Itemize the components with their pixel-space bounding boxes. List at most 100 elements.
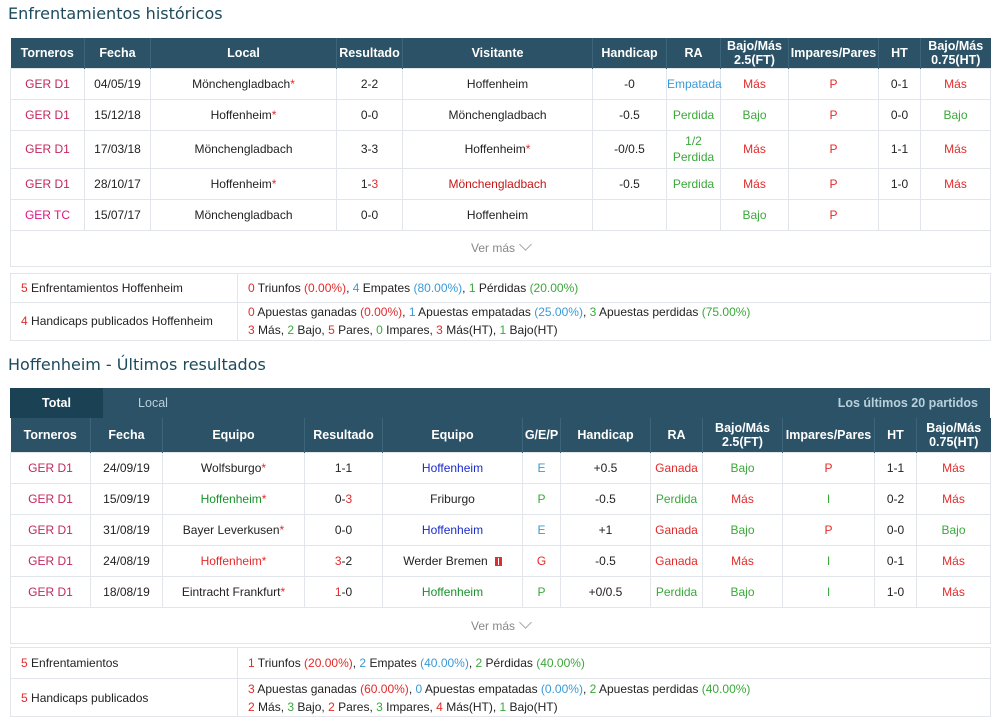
table-row[interactable]: GER TC 15/07/17 Mönchengladbach 0-0 Hoff… <box>10 198 991 231</box>
league[interactable]: GER D1 <box>10 483 91 515</box>
away-team[interactable]: Hoffenheim <box>382 452 523 484</box>
league[interactable]: GER D1 <box>10 545 91 577</box>
ou-ft: Más <box>702 483 783 515</box>
table-row[interactable]: GER D1 24/09/19 Wolfsburgo* 1-1 Hoffenhe… <box>10 452 991 484</box>
away-team[interactable]: Hoffenheim <box>382 576 523 608</box>
league[interactable]: GER D1 <box>10 98 85 131</box>
ou-ft: Más <box>720 167 789 200</box>
away-team[interactable]: Friburgo <box>382 483 523 515</box>
league[interactable]: GER D1 <box>10 129 85 169</box>
table-row[interactable]: GER D1 04/05/19 Mönchengladbach* 2-2 Hof… <box>10 67 991 100</box>
ver-mas-link[interactable]: Ver más <box>10 229 991 267</box>
away-team[interactable]: Hoffenheim <box>402 67 593 100</box>
table-row[interactable]: GER D1 15/12/18 Hoffenheim* 0-0 Möncheng… <box>10 98 991 131</box>
away-team[interactable]: Hoffenheim <box>402 198 593 231</box>
gep: E <box>522 514 561 546</box>
odd-even: P <box>788 167 879 200</box>
ra: Perdida <box>666 98 721 131</box>
home-team[interactable]: Mönchengladbach <box>150 198 337 231</box>
col-handicap: Handicap <box>592 38 667 68</box>
summary-label: 5 Handicaps publicados <box>10 678 238 717</box>
score[interactable]: 1-1 <box>304 452 383 484</box>
date: 24/08/19 <box>90 545 163 577</box>
score[interactable]: 0-0 <box>336 198 403 231</box>
score[interactable]: 3-3 <box>336 129 403 169</box>
home-team[interactable]: Hoffenheim* <box>150 167 337 200</box>
home-team[interactable]: Hoffenheim* <box>150 98 337 131</box>
ou-ht: Más <box>920 129 991 169</box>
league[interactable]: GER D1 <box>10 452 91 484</box>
date: 17/03/18 <box>84 129 151 169</box>
last-results-title: Hoffenheim - Últimos resultados <box>8 354 266 374</box>
tab-total[interactable]: Total <box>10 387 103 418</box>
col-torneros: Torneros <box>10 38 85 68</box>
league[interactable]: GER D1 <box>10 514 91 546</box>
score[interactable]: 0-0 <box>336 98 403 131</box>
ht-score <box>878 198 921 231</box>
score[interactable]: 3-2 <box>304 545 383 577</box>
score[interactable]: 0-3 <box>304 483 383 515</box>
col-odd-even: Impares/Pares <box>782 417 875 453</box>
handicap: -0.5 <box>560 545 651 577</box>
league[interactable]: GER D1 <box>10 576 91 608</box>
gep: P <box>522 483 561 515</box>
ou-ft: Bajo <box>702 576 783 608</box>
score[interactable]: 1-3 <box>336 167 403 200</box>
last-summary: 5 Enfrentamientos 1 Triunfos (20.00%), 2… <box>10 647 991 717</box>
table-row[interactable]: GER D1 17/03/18 Mönchengladbach 3-3 Hoff… <box>10 129 991 169</box>
home-team[interactable]: Eintracht Frankfurt* <box>162 576 305 608</box>
ht-score: 0-0 <box>874 514 917 546</box>
home-team[interactable]: Bayer Leverkusen* <box>162 514 305 546</box>
league[interactable]: GER D1 <box>10 167 85 200</box>
home-team[interactable]: Hoffenheim* <box>162 545 305 577</box>
col-gep: G/E/P <box>522 417 561 453</box>
date: 31/08/19 <box>90 514 163 546</box>
ra: Empatada <box>666 67 722 100</box>
ht-score: 1-1 <box>878 129 921 169</box>
ra: Perdida <box>650 483 703 515</box>
table-row[interactable]: GER D1 28/10/17 Hoffenheim* 1-3 Möncheng… <box>10 167 991 200</box>
col-ou-ht: Bajo/Más 0.75(HT) <box>916 417 991 453</box>
home-team[interactable]: Mönchengladbach <box>150 129 337 169</box>
away-team[interactable]: Hoffenheim <box>382 514 523 546</box>
handicap <box>592 198 667 231</box>
ou-ht: Más <box>920 67 991 100</box>
away-team[interactable]: Hoffenheim* <box>402 129 593 169</box>
table-row[interactable]: GER D1 18/08/19 Eintracht Frankfurt* 1-0… <box>10 576 991 608</box>
date: 15/07/17 <box>84 198 151 231</box>
home-team[interactable]: Mönchengladbach* <box>150 67 337 100</box>
odd-even: I <box>782 576 875 608</box>
away-team[interactable]: Werder Bremen <box>382 545 523 577</box>
odd-even: P <box>788 129 879 169</box>
last-n-selector[interactable]: Los últimos 20 partidos <box>837 395 978 410</box>
col-visitante: Visitante <box>402 38 593 68</box>
gep: G <box>522 545 561 577</box>
summary-label: 4 Handicaps publicados Hoffenheim <box>10 301 238 341</box>
tab-local[interactable]: Local <box>138 395 168 410</box>
chevron-down-icon <box>519 615 532 629</box>
away-team[interactable]: Mönchengladbach <box>402 167 593 200</box>
table-row[interactable]: GER D1 15/09/19 Hoffenheim* 0-3 Friburgo… <box>10 483 991 515</box>
league[interactable]: GER TC <box>10 198 85 231</box>
score[interactable]: 0-0 <box>304 514 383 546</box>
table-row[interactable]: GER D1 24/08/19 Hoffenheim* 3-2 Werder B… <box>10 545 991 577</box>
ver-mas-link[interactable]: Ver más <box>10 607 991 644</box>
col-ou-ft: Bajo/Más 2.5(FT) <box>702 417 783 453</box>
odd-even: P <box>788 67 879 100</box>
summary-row: 5 Enfrentamientos 1 Triunfos (20.00%), 2… <box>10 647 991 679</box>
ht-score: 1-0 <box>874 576 917 608</box>
score[interactable]: 2-2 <box>336 67 403 100</box>
league[interactable]: GER D1 <box>10 67 85 100</box>
score[interactable]: 1-0 <box>304 576 383 608</box>
table-row[interactable]: GER D1 31/08/19 Bayer Leverkusen* 0-0 Ho… <box>10 514 991 546</box>
ou-ht: Bajo <box>920 98 991 131</box>
summary-values: 3 Apuestas ganadas (60.00%), 0 Apuestas … <box>237 678 991 717</box>
col-ou-ft: Bajo/Más 2.5(FT) <box>720 38 789 68</box>
home-team[interactable]: Wolfsburgo* <box>162 452 305 484</box>
handicap: -0.5 <box>560 483 651 515</box>
summary-row: 5 Handicaps publicados 3 Apuestas ganada… <box>10 678 991 717</box>
handicap: -0 <box>592 67 667 100</box>
home-team[interactable]: Hoffenheim* <box>162 483 305 515</box>
away-team[interactable]: Mönchengladbach <box>402 98 593 131</box>
tab-bar: Total Local Los últimos 20 partidos <box>10 387 990 418</box>
